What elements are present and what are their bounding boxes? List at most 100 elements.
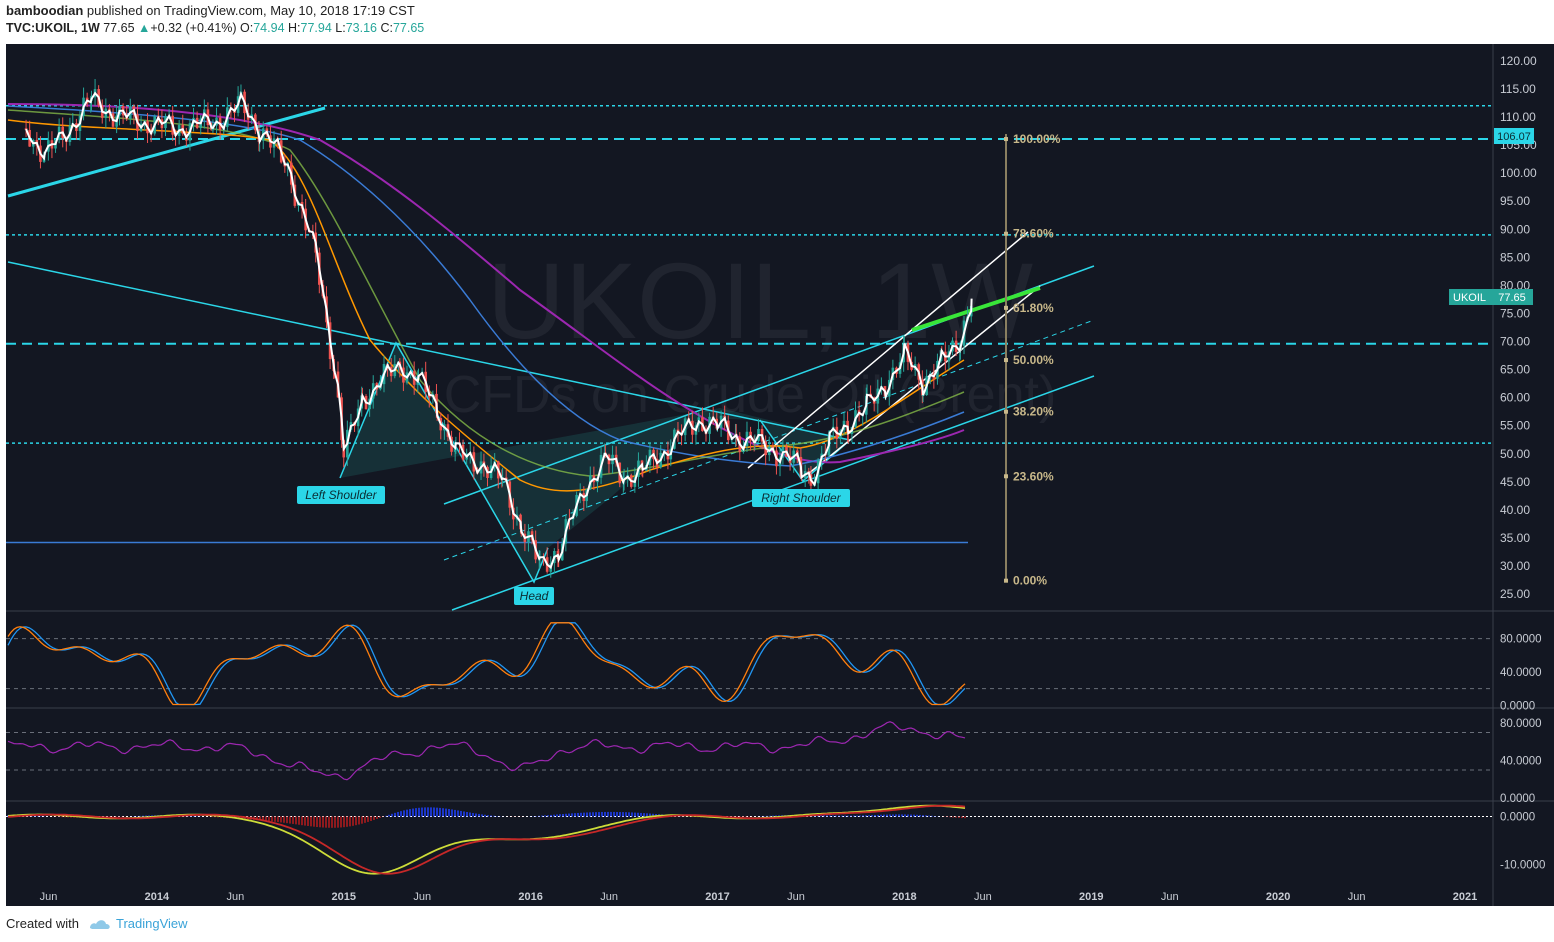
stochastic-panel[interactable]: 80.0000 40.0000 0.0000 <box>6 622 1542 713</box>
high-label: H: <box>288 21 301 35</box>
macd-line <box>7 804 966 875</box>
price-tick-label: 75.00 <box>1500 306 1530 320</box>
author-name[interactable]: bamboodian <box>6 3 84 18</box>
price-tick-label: 30.00 <box>1500 559 1530 573</box>
open-label: O: <box>240 21 254 35</box>
white-channel-upper[interactable] <box>747 231 1029 469</box>
trendline-top[interactable] <box>7 106 326 198</box>
indicator-tick-label: 0.0000 <box>1500 793 1535 805</box>
price-change: +0.32 (+0.41%) <box>150 21 237 35</box>
time-tick-label: Jun <box>600 891 618 903</box>
price-tick-label: 80.00 <box>1500 278 1530 292</box>
price-tick-label: 65.00 <box>1500 363 1530 377</box>
axis-corner <box>1493 884 1554 906</box>
head-shoulders-left[interactable] <box>339 341 549 584</box>
time-tick-label: 2020 <box>1266 891 1290 903</box>
time-tick-label: 2016 <box>518 891 542 903</box>
macd-panel[interactable]: 0.0000 -10.0000 <box>6 804 1545 875</box>
fib-marker <box>1004 137 1008 142</box>
price-axis[interactable] <box>1493 44 1554 884</box>
svg-text:UKOIL: UKOIL <box>1453 292 1486 304</box>
time-tick-label: 2019 <box>1079 891 1103 903</box>
indicator-tick-label: 40.0000 <box>1500 667 1542 679</box>
price-tick-label: 55.00 <box>1500 419 1530 433</box>
price-chart[interactable]: UKOIL, 1W CFDs on Crude Oil (Brent) 120.… <box>0 0 1554 906</box>
indicator-tick-label: 80.0000 <box>1500 634 1542 646</box>
price-axis-ticks: 120.00115.00110.00105.00100.0095.0090.00… <box>1500 54 1537 601</box>
price-tick-label: 110.00 <box>1500 110 1536 124</box>
publish-info: bamboodian published on TradingView.com,… <box>6 3 415 18</box>
ma-200 <box>7 103 965 464</box>
annotation-left-shoulder[interactable]: Left Shoulder <box>297 486 385 504</box>
plot-background <box>6 44 1493 884</box>
footer: Created with TradingView <box>0 906 1554 942</box>
price-tick-label: 95.00 <box>1500 194 1530 208</box>
indicator-tick-label: 0.0000 <box>1500 811 1535 823</box>
fib-marker <box>1004 305 1008 310</box>
fib-level-label: 50.00% <box>1013 353 1054 367</box>
neckline-long[interactable] <box>7 261 851 441</box>
created-with-text: Created with <box>6 916 79 931</box>
head-shoulders-right[interactable] <box>759 419 851 483</box>
fib-marker <box>1004 409 1008 414</box>
fib-level-label: 100.00% <box>1013 132 1061 146</box>
time-tick-label: Jun <box>226 891 244 903</box>
rsi-panel[interactable]: 80.0000 40.0000 0.0000 <box>6 718 1542 805</box>
low-label: L: <box>335 21 346 35</box>
up-triangle-icon: ▲ <box>138 21 151 35</box>
open-value: 74.94 <box>253 21 285 35</box>
close-value: 77.65 <box>392 21 425 35</box>
fib-level-label: 23.60% <box>1013 469 1054 483</box>
svg-text:Left Shoulder: Left Shoulder <box>305 488 377 502</box>
rsi-line <box>7 721 966 781</box>
price-tick-label: 40.00 <box>1500 503 1530 517</box>
price-tick-label: 115.00 <box>1500 82 1536 96</box>
annotation-right-shoulder[interactable]: Right Shoulder <box>752 489 850 507</box>
time-tick-label: Jun <box>787 891 805 903</box>
time-tick-label: Jun <box>974 891 992 903</box>
white-channel-lower[interactable] <box>807 285 1041 475</box>
last-price: 77.65 <box>103 21 135 35</box>
tradingview-logo-icon[interactable] <box>88 916 112 932</box>
time-tick-label: Jun <box>413 891 431 903</box>
high-value: 77.94 <box>300 21 332 35</box>
fib-marker <box>1004 474 1008 479</box>
price-tick-label: 50.00 <box>1500 447 1530 461</box>
price-tick-label: 120.00 <box>1500 54 1537 68</box>
price-tick-label: 60.00 <box>1500 391 1530 405</box>
price-tick-label: 85.00 <box>1500 250 1530 264</box>
price-tick-label: 90.00 <box>1500 222 1530 236</box>
tradingview-link[interactable]: TradingView <box>116 916 188 931</box>
time-tick-label: 2015 <box>332 891 356 903</box>
candle-body <box>921 395 925 397</box>
price-tick-label: 100.00 <box>1500 166 1537 180</box>
annotation-head[interactable]: Head <box>514 587 554 605</box>
fib-level-label: 61.80% <box>1013 301 1054 315</box>
fib-marker <box>1004 578 1008 583</box>
last-price-badge: UKOIL 77.65 <box>1449 289 1533 305</box>
time-axis[interactable] <box>6 884 1493 906</box>
time-axis-ticks: Jun 2014 Jun 2015 Jun 2016 Jun 2017 Jun 2018 Jun 20… <box>40 891 1478 903</box>
price-tick-label: 25.00 <box>1500 587 1530 601</box>
indicator-tick-label: 80.0000 <box>1500 718 1542 730</box>
indicator-tick-label: 0.0000 <box>1500 700 1535 712</box>
horizontal-levels[interactable] <box>6 105 1493 544</box>
time-tick-label: Jun <box>40 891 58 903</box>
watermark-symbol: UKOIL, 1W <box>487 240 1033 361</box>
symbol-name[interactable]: TVC:UKOIL, 1W <box>6 21 100 35</box>
ma-20 <box>7 119 965 492</box>
stochastic-line <box>7 622 966 706</box>
ma-100 <box>7 105 965 467</box>
publish-text: published on TradingView.com, May 10, 20… <box>86 3 415 18</box>
svg-text:77.65: 77.65 <box>1498 292 1526 304</box>
fibonacci-labels: 100.00% 78.60% 61.80% 50.00% 38.20% 23.60% 0.0… <box>1004 132 1061 588</box>
fib-level-label: 0.00% <box>1013 574 1047 588</box>
moving-averages <box>7 103 965 492</box>
svg-text:106.07: 106.07 <box>1497 131 1531 143</box>
indicator-tick-label: -10.0000 <box>1500 860 1545 872</box>
price-tick-label: 70.00 <box>1500 335 1530 349</box>
low-value: 73.16 <box>345 21 377 35</box>
green-resistance[interactable] <box>911 286 1041 332</box>
symbol-legend: TVC:UKOIL, 1W 77.65 ▲+0.32 (+0.41%) O:74… <box>6 21 424 35</box>
level-price-badge: 106.07 <box>1494 128 1534 144</box>
